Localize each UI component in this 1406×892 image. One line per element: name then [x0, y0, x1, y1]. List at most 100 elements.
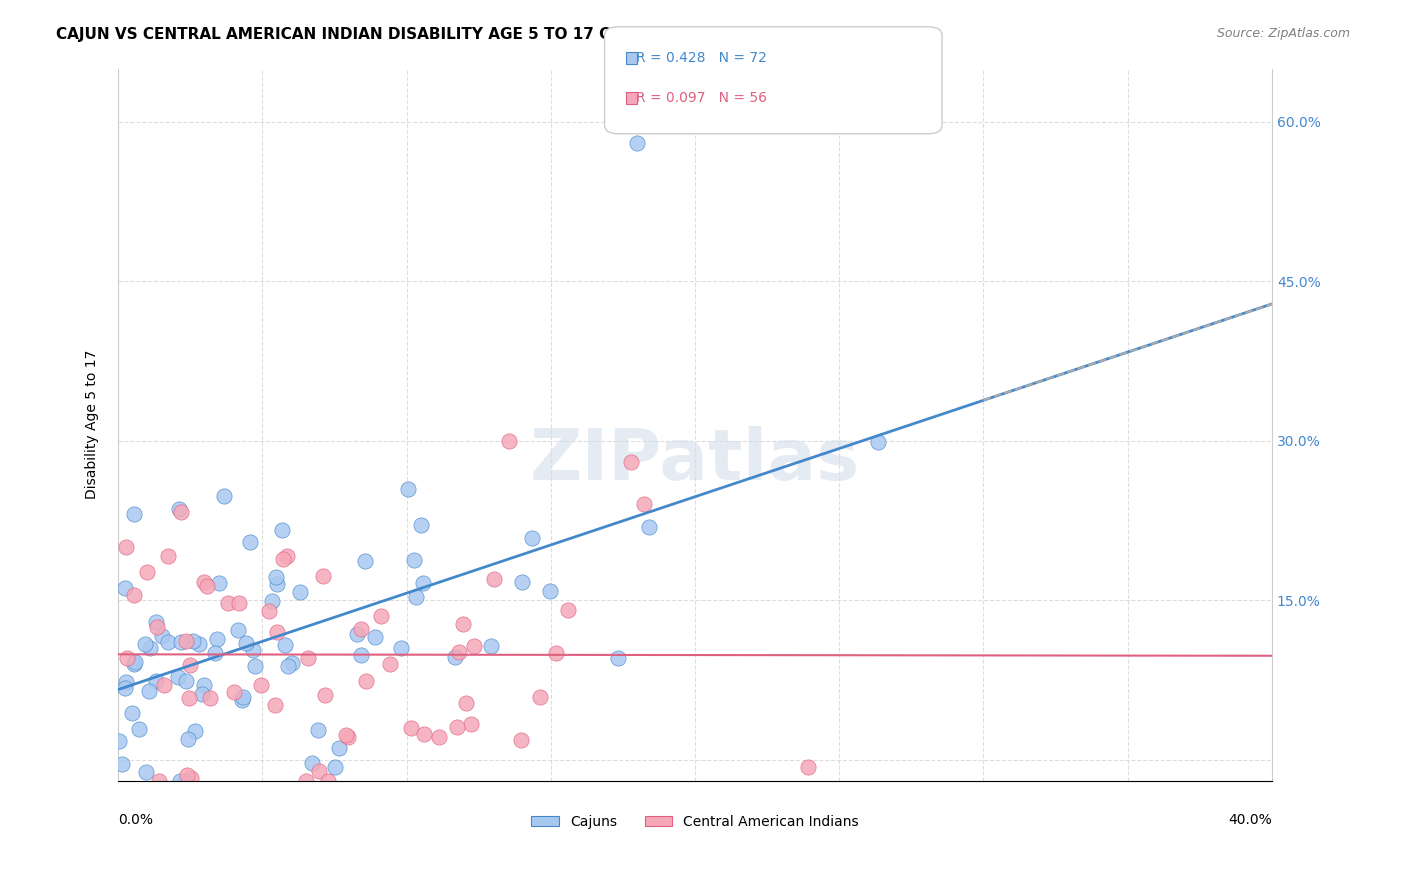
- Point: [273, 638, 295, 652]
- Point: [176, 768, 198, 782]
- Point: [498, 434, 520, 448]
- Point: [868, 434, 890, 449]
- Point: [540, 584, 562, 599]
- Point: [239, 535, 262, 549]
- Point: [328, 741, 350, 756]
- Point: [187, 637, 209, 651]
- Point: [405, 590, 427, 604]
- Point: [399, 721, 422, 735]
- Point: [281, 656, 304, 670]
- Point: [235, 636, 257, 650]
- Point: [228, 596, 250, 610]
- Point: [173, 774, 195, 789]
- Point: [170, 635, 193, 649]
- Point: [157, 635, 180, 649]
- Point: [378, 657, 401, 672]
- Point: [427, 731, 450, 745]
- Point: [222, 685, 245, 699]
- Point: [443, 649, 465, 664]
- Point: [413, 727, 436, 741]
- Point: [482, 572, 505, 586]
- Point: [350, 648, 373, 663]
- Point: [364, 630, 387, 644]
- Point: [122, 507, 145, 521]
- Point: [193, 575, 215, 590]
- Text: ZIPatlas: ZIPatlas: [530, 425, 860, 495]
- Point: [128, 723, 150, 737]
- Point: [166, 670, 188, 684]
- Point: [266, 576, 288, 591]
- Point: [180, 772, 202, 786]
- Text: 0.0%: 0.0%: [118, 813, 153, 827]
- Point: [174, 634, 197, 648]
- Point: [447, 645, 470, 659]
- Point: [115, 540, 138, 554]
- Point: [245, 658, 267, 673]
- Point: [135, 565, 157, 579]
- Point: [193, 678, 215, 692]
- Point: [205, 632, 228, 646]
- Point: [396, 482, 419, 496]
- Point: [170, 505, 193, 519]
- Point: [633, 498, 655, 512]
- Point: [145, 673, 167, 688]
- Point: [167, 502, 190, 516]
- Point: [266, 625, 288, 640]
- Point: [204, 646, 226, 660]
- Point: [323, 759, 346, 773]
- Point: [318, 774, 340, 789]
- Point: [314, 688, 336, 702]
- Point: [169, 774, 191, 789]
- Point: [259, 604, 281, 618]
- Point: [122, 588, 145, 602]
- Point: [150, 629, 173, 643]
- Point: [557, 602, 579, 616]
- Point: [148, 774, 170, 789]
- Point: [370, 609, 392, 624]
- Point: [139, 641, 162, 656]
- Point: [264, 570, 287, 584]
- Point: [181, 633, 204, 648]
- Point: [354, 554, 377, 568]
- Point: [479, 639, 502, 653]
- Point: [135, 765, 157, 780]
- Point: [115, 675, 138, 690]
- Point: [231, 693, 253, 707]
- Point: [115, 650, 138, 665]
- Y-axis label: Disability Age 5 to 17: Disability Age 5 to 17: [86, 350, 100, 500]
- Point: [460, 717, 482, 731]
- Point: [124, 657, 146, 671]
- Point: [620, 455, 643, 469]
- Point: [183, 724, 205, 739]
- Point: [308, 764, 330, 778]
- Point: [271, 523, 294, 537]
- Point: [145, 615, 167, 629]
- Point: [146, 620, 169, 634]
- Point: [232, 690, 254, 705]
- Point: [404, 553, 426, 567]
- Point: [637, 520, 659, 534]
- Point: [446, 720, 468, 734]
- Point: [107, 734, 129, 748]
- Legend: Cajuns, Central American Indians: Cajuns, Central American Indians: [526, 809, 865, 835]
- Point: [111, 757, 134, 772]
- Point: [456, 696, 478, 710]
- Point: [176, 731, 198, 746]
- Point: [242, 643, 264, 657]
- Point: [226, 623, 249, 637]
- Point: [301, 756, 323, 770]
- Point: [350, 622, 373, 636]
- Point: [297, 651, 319, 665]
- Point: [389, 640, 412, 655]
- Point: [271, 551, 294, 566]
- Point: [354, 674, 377, 689]
- Point: [121, 706, 143, 720]
- Point: [409, 518, 432, 533]
- Point: [626, 136, 648, 150]
- Text: 40.0%: 40.0%: [1229, 813, 1272, 827]
- Point: [191, 687, 214, 701]
- Point: [451, 616, 474, 631]
- Point: [156, 549, 179, 564]
- Text: R = 0.428   N = 72: R = 0.428 N = 72: [636, 51, 766, 65]
- Point: [276, 549, 298, 563]
